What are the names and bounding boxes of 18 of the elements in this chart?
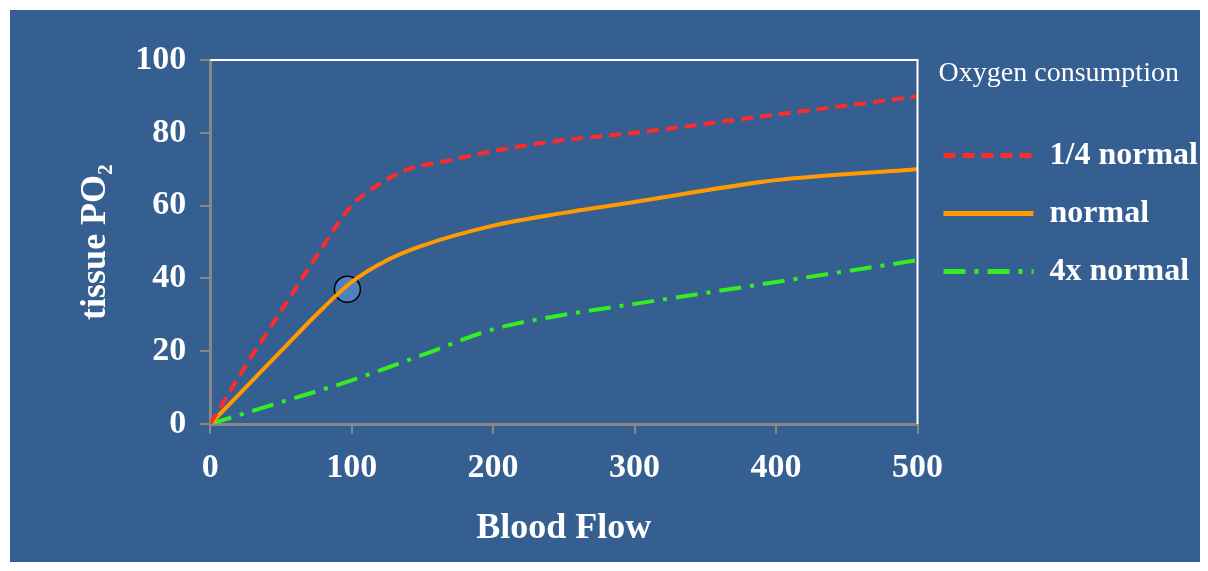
x-tick-label: 200: [467, 447, 519, 485]
legend-title: Oxygen consumption: [938, 56, 1179, 88]
x-axis-title: Blood Flow: [476, 505, 652, 546]
y-axis-title: tissue PO₂: [72, 164, 113, 320]
y-tick-label: 0: [169, 402, 187, 440]
y-tick-label: 80: [152, 111, 187, 149]
legend-label: 1/4 normal: [1049, 134, 1199, 171]
y-tick-label: 60: [152, 184, 187, 222]
legend-label: 4x normal: [1049, 250, 1190, 287]
x-tick-label: 400: [750, 447, 802, 485]
y-tick-label: 100: [135, 38, 187, 76]
x-tick-label: 500: [892, 447, 943, 485]
y-tick-label: 40: [152, 257, 187, 295]
x-tick-label: 300: [609, 447, 661, 485]
legend-label: normal: [1049, 192, 1150, 229]
x-tick-label: 100: [326, 447, 378, 485]
x-tick-label: 0: [201, 447, 219, 485]
y-tick-label: 20: [152, 329, 187, 367]
